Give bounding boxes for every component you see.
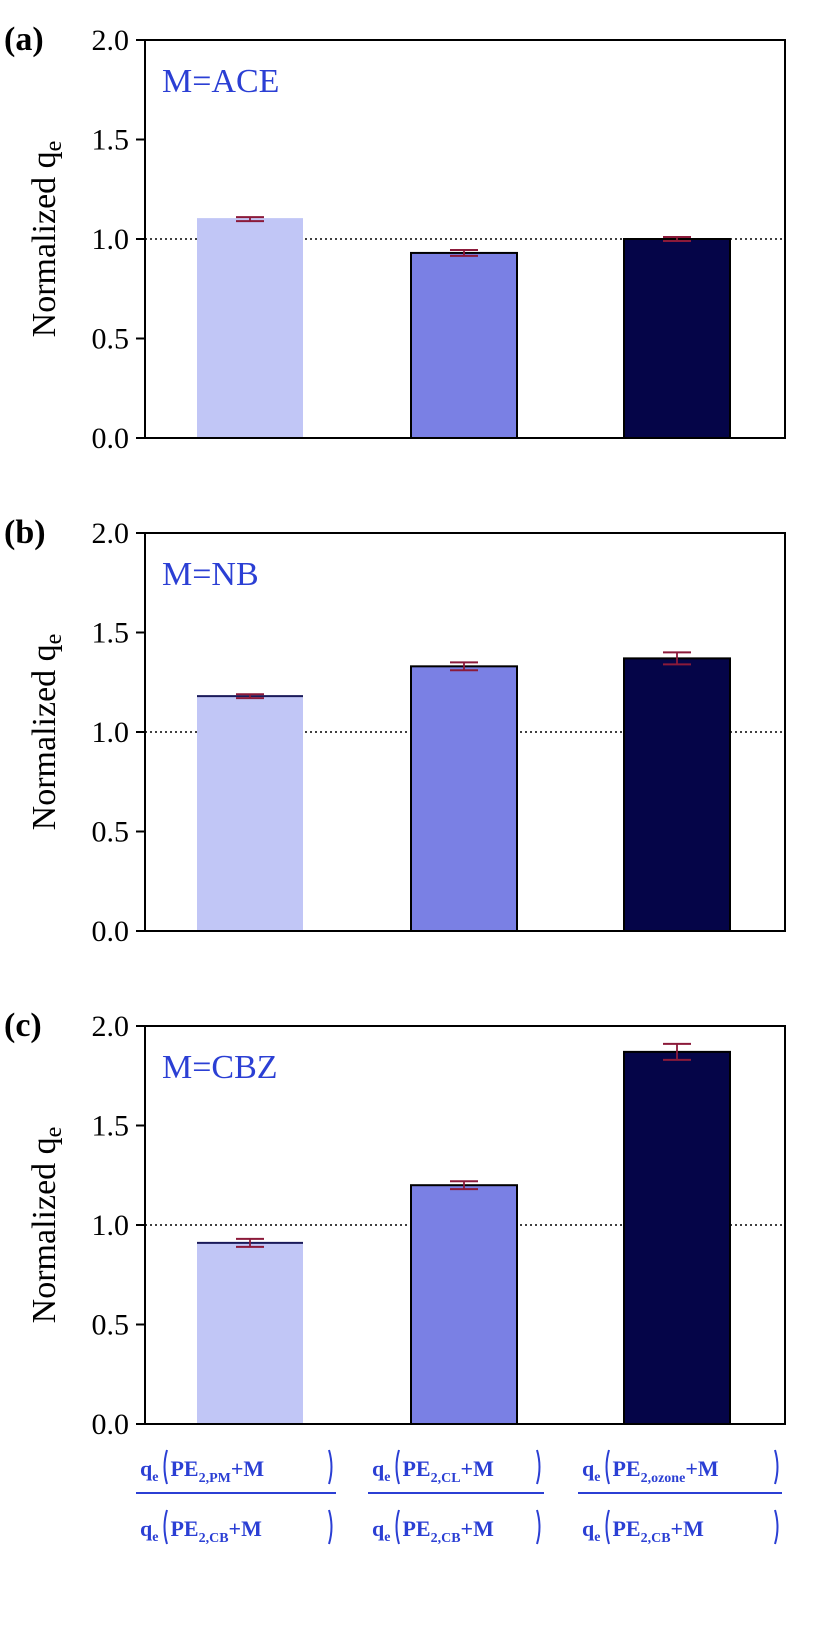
y-tick-label: 0.0 [92, 915, 130, 948]
panel-letter: (c) [4, 1007, 42, 1044]
error-bar-3 [663, 1042, 691, 1061]
y-tick-label: 2.0 [92, 517, 130, 550]
x-category-3: qe PE2,ozone+M qe PE2,CB+M [578, 1449, 782, 1546]
bar-3 [623, 1050, 731, 1425]
panel-letter: (a) [4, 21, 44, 58]
panel-c: (c) Normalized qe 0.0 0.5 1.0 1.5 2.0 M=CBZ [4, 1007, 786, 1441]
bar-2 [410, 665, 518, 933]
panel-annotation: M=ACE [162, 63, 279, 100]
y-tick-label: 2.0 [92, 24, 130, 57]
x-category-2: qe PE2,CL+M qe PE2,CB+M [368, 1449, 544, 1546]
error-bar-2 [450, 248, 478, 257]
bar-3 [623, 657, 731, 932]
y-tick-label: 2.0 [92, 1010, 130, 1043]
error-bar-1 [236, 216, 264, 223]
y-tick-label: 1.0 [92, 1209, 130, 1242]
y-tick-label: 0.5 [92, 323, 130, 356]
error-bar-2 [450, 661, 478, 672]
y-tick-label: 0.0 [92, 1408, 130, 1441]
fraction-term: qe PE2,PM+M [140, 1456, 264, 1486]
fraction-term: qe PE2,ozone+M [582, 1456, 719, 1486]
error-bar-1 [236, 1237, 264, 1248]
error-bar-2 [450, 1180, 478, 1191]
y-axis-label: Normalized qe [26, 634, 67, 831]
panel-letter: (b) [4, 514, 46, 551]
y-tick-label: 1.5 [92, 124, 130, 157]
panel-b: (b) Normalized qe 0.0 0.5 1.0 1.5 2.0 M=NB [4, 514, 786, 948]
y-tick-label: 1.0 [92, 716, 130, 749]
y-tick-label: 0.5 [92, 1309, 130, 1342]
y-tick-label: 0.0 [92, 422, 130, 455]
panel-a: (a) Normalized qe 0.0 0.5 1.0 1.5 2.0 M=ACE [4, 21, 786, 455]
x-category-1: qe PE2,PM+M qe PE2,CB+M [136, 1449, 336, 1546]
bar-2 [410, 251, 518, 439]
x-category-labels: qe PE2,PM+M qe PE2,CB+M qe PE2,CL+M qe PE2,CB+M… [136, 1449, 782, 1546]
y-axis-label: Normalized qe [26, 1127, 67, 1324]
fraction-term: qe PE2,CB+M [582, 1516, 704, 1546]
bar-1 [197, 219, 303, 438]
bar-1 [197, 1242, 303, 1424]
y-tick-label: 1.0 [92, 223, 130, 256]
fraction-term: qe PE2,CB+M [140, 1516, 262, 1546]
bar-1 [197, 696, 303, 931]
bar-3 [623, 238, 731, 439]
y-tick-label: 0.5 [92, 816, 130, 849]
fraction-term: qe PE2,CL+M [372, 1456, 494, 1486]
y-tick-label: 1.5 [92, 1110, 130, 1143]
fraction-term: qe PE2,CB+M [372, 1516, 494, 1546]
y-axis-label: Normalized qe [26, 141, 67, 338]
bar-2 [410, 1184, 518, 1425]
error-bar-3 [663, 651, 691, 666]
panel-annotation: M=NB [162, 556, 259, 593]
error-bar-3 [663, 236, 691, 242]
panel-annotation: M=CBZ [162, 1049, 278, 1086]
panels: (a) Normalized qe 0.0 0.5 1.0 1.5 2.0 M=ACE (b) N… [4, 21, 786, 1441]
error-bar-1 [236, 693, 264, 700]
y-tick-label: 1.5 [92, 617, 130, 650]
